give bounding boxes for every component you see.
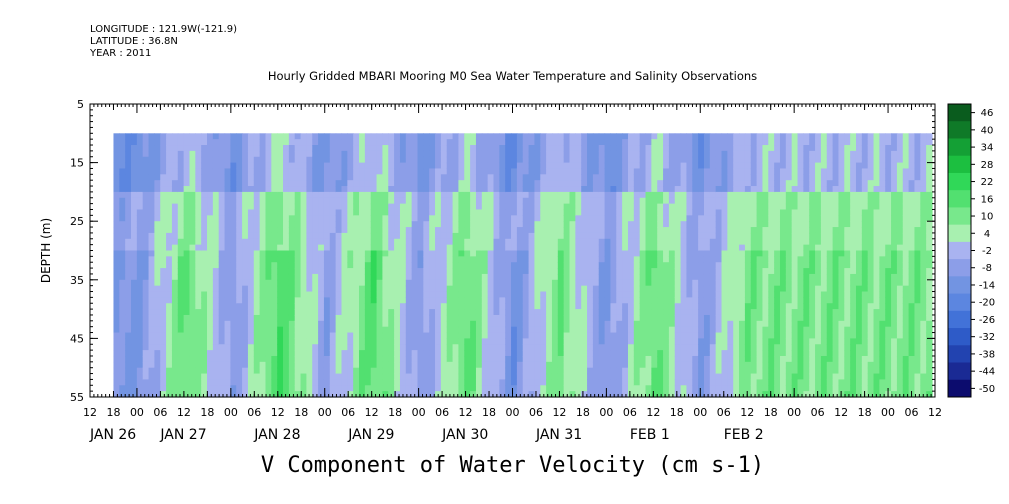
x-hour-tick-label: 06 — [247, 406, 261, 419]
chart-caption: V Component of Water Velocity (cm s-1) — [260, 453, 765, 478]
x-hour-tick-label: 12 — [928, 406, 942, 419]
chart-title: Hourly Gridded MBARI Mooring M0 Sea Wate… — [267, 69, 758, 83]
colorbar-swatch — [948, 328, 971, 346]
x-hour-tick-label: 00 — [787, 406, 801, 419]
x-hour-tick-label: 12 — [552, 406, 566, 419]
colorbar-label: -20 — [979, 298, 995, 309]
x-hour-tick-label: 06 — [529, 406, 543, 419]
colorbar-label: -44 — [979, 367, 995, 378]
x-hour-tick-label: 12 — [83, 406, 97, 419]
x-hour-tick-label: 00 — [881, 406, 895, 419]
colorbar-label: 34 — [981, 143, 994, 154]
x-hour-tick-label: 12 — [646, 406, 660, 419]
x-hour-tick-label: 06 — [153, 406, 167, 419]
colorbar-swatch — [948, 121, 971, 139]
y-axis-label: DEPTH (m) — [39, 218, 53, 283]
x-hour-tick-label: 18 — [576, 406, 590, 419]
x-day-label: JAN 27 — [159, 427, 206, 443]
colorbar-frame — [947, 103, 972, 398]
colorbar-label: -2 — [982, 246, 992, 257]
y-tick-label: 25 — [70, 215, 84, 228]
x-hour-tick-label: 06 — [623, 406, 637, 419]
colorbar-label: -8 — [982, 263, 992, 274]
x-hour-tick-label: 12 — [177, 406, 191, 419]
colorbar-label: -50 — [979, 384, 995, 395]
x-hour-tick-label: 12 — [834, 406, 848, 419]
x-day-label: JAN 30 — [441, 427, 488, 443]
x-hour-tick-label: 12 — [365, 406, 379, 419]
x-hour-tick-label: 00 — [693, 406, 707, 419]
x-hour-tick-label: 06 — [905, 406, 919, 419]
colorbar-label: 4 — [984, 229, 990, 240]
colorbar-label: 22 — [981, 177, 994, 188]
colorbar-label: 46 — [981, 108, 994, 119]
year-label: YEAR : 2011 — [90, 48, 152, 59]
x-day-label: FEB 1 — [630, 427, 670, 443]
x-hour-tick-label: 06 — [811, 406, 825, 419]
x-day-label: JAN 29 — [347, 427, 394, 443]
y-tick-label: 55 — [70, 391, 84, 404]
colorbar-swatch — [948, 224, 971, 243]
x-hour-tick-label: 00 — [412, 406, 426, 419]
colorbar-swatch — [948, 362, 971, 381]
colorbar-swatch — [948, 190, 971, 208]
colorbar-label: 16 — [981, 194, 994, 205]
colorbar-label: -26 — [979, 315, 995, 326]
colorbar-label: -14 — [979, 280, 995, 291]
x-day-label: JAN 28 — [253, 427, 300, 443]
colorbar-swatch — [948, 155, 971, 174]
heatmap-cells — [113, 133, 933, 398]
colorbar-label: 10 — [981, 212, 994, 223]
colorbar-swatch — [948, 276, 971, 295]
colorbar-label: 40 — [981, 125, 994, 136]
x-hour-tick-label: 12 — [271, 406, 285, 419]
x-hour-tick-label: 06 — [341, 406, 355, 419]
colorbar-swatch — [948, 241, 971, 260]
x-hour-tick-label: 18 — [482, 406, 496, 419]
longitude-label: LONGITUDE : 121.9W(-121.9) — [90, 24, 237, 35]
colorbar-label: -32 — [979, 332, 995, 343]
colorbar-swatch — [948, 172, 971, 191]
colorbar-swatch — [948, 293, 971, 312]
colorbar-swatch — [948, 345, 971, 364]
x-hour-tick-label: 12 — [740, 406, 754, 419]
x-hour-tick-label: 00 — [318, 406, 332, 419]
y-tick-label: 15 — [70, 157, 84, 170]
x-hour-tick-label: 18 — [670, 406, 684, 419]
x-hour-tick-label: 12 — [459, 406, 473, 419]
x-hour-tick-label: 18 — [200, 406, 214, 419]
colorbar: 46 40 34 28 22 16 10 4 -2 -8 -14 -20 -26 -32 -38 -44 -50 — [947, 103, 995, 398]
colorbar-swatch — [948, 207, 971, 226]
y-tick-label: 35 — [70, 274, 84, 287]
x-hour-tick-label: 00 — [224, 406, 238, 419]
colorbar-swatch — [948, 379, 971, 398]
latitude-label: LATITUDE : 36.8N — [90, 36, 178, 47]
x-hour-tick-label: 18 — [294, 406, 308, 419]
colorbar-label: -38 — [979, 349, 995, 360]
x-hour-tick-label: 18 — [858, 406, 872, 419]
x-day-label: FEB 2 — [724, 427, 764, 443]
colorbar-swatch — [948, 104, 971, 122]
x-hour-tick-label: 18 — [764, 406, 778, 419]
x-hour-tick-label: 00 — [130, 406, 144, 419]
colorbar-swatch — [948, 138, 971, 157]
y-tick-label: 45 — [70, 332, 84, 345]
x-hour-tick-label: 00 — [506, 406, 520, 419]
x-hour-tick-label: 06 — [717, 406, 731, 419]
x-hour-tick-label: 18 — [106, 406, 120, 419]
colorbar-swatch — [948, 310, 971, 329]
y-tick-label: 5 — [77, 98, 84, 111]
x-hour-tick-label: 06 — [435, 406, 449, 419]
x-day-label: JAN 31 — [535, 427, 582, 443]
x-hour-tick-label: 18 — [388, 406, 402, 419]
colorbar-label: 28 — [981, 160, 994, 171]
x-hour-tick-label: 00 — [599, 406, 613, 419]
x-day-label: JAN 26 — [89, 427, 136, 443]
colorbar-swatch — [948, 259, 971, 277]
